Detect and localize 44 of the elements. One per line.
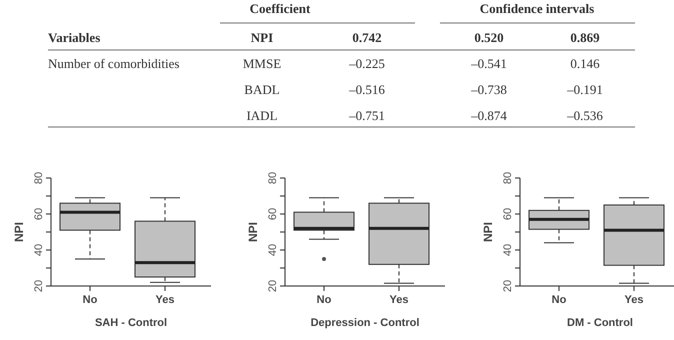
text: –0.738: [470, 82, 507, 97]
y-tick-label: 40: [502, 244, 514, 256]
y-axis-title: NPI: [12, 222, 26, 242]
y-axis-title: NPI: [246, 222, 260, 242]
x-tick-label: No: [82, 294, 98, 306]
text: NPI: [250, 30, 274, 45]
text: 0.146: [570, 56, 600, 71]
y-tick-label: 60: [33, 208, 45, 220]
x-axis-title: SAH - Control: [94, 317, 168, 329]
text: –0.516: [348, 82, 386, 97]
text: –0.874: [470, 108, 508, 123]
text: 0.742: [352, 30, 382, 45]
x-tick-label: Yes: [156, 294, 174, 306]
y-tick-label: 20: [267, 280, 279, 292]
x-axis-title: DM - Control: [567, 317, 633, 329]
y-tick-label: 80: [267, 172, 279, 184]
y-tick-label: 80: [33, 172, 45, 184]
text: –0.541: [470, 56, 507, 71]
text: –0.536: [566, 108, 604, 123]
text: Coefficient: [250, 1, 311, 16]
text: Variables: [48, 30, 100, 45]
y-tick-label: 20: [502, 280, 514, 292]
y-tick-label: 20: [33, 280, 45, 292]
x-axis-title: Depression - Control: [310, 317, 420, 329]
y-tick-label: 80: [502, 172, 514, 184]
text: BADL: [244, 82, 280, 97]
text: –0.751: [348, 108, 385, 123]
text: –0.191: [566, 82, 603, 97]
text: IADL: [246, 108, 278, 123]
y-axis-title: NPI: [481, 222, 495, 242]
x-tick-label: No: [552, 294, 567, 306]
y-tick-label: 40: [33, 244, 45, 256]
text: 0.869: [570, 30, 600, 45]
text: 0.520: [474, 30, 504, 45]
x-tick-label: Yes: [624, 294, 644, 306]
text: Number of comorbidities: [48, 56, 180, 71]
y-tick-label: 60: [502, 208, 514, 220]
text: Confidence intervals: [480, 1, 594, 16]
y-tick-label: 60: [267, 208, 279, 220]
x-tick-label: No: [316, 294, 332, 306]
text: –0.225: [348, 56, 385, 71]
y-tick-label: 40: [267, 244, 279, 256]
text: MMSE: [242, 56, 282, 71]
x-tick-label: Yes: [390, 294, 408, 306]
